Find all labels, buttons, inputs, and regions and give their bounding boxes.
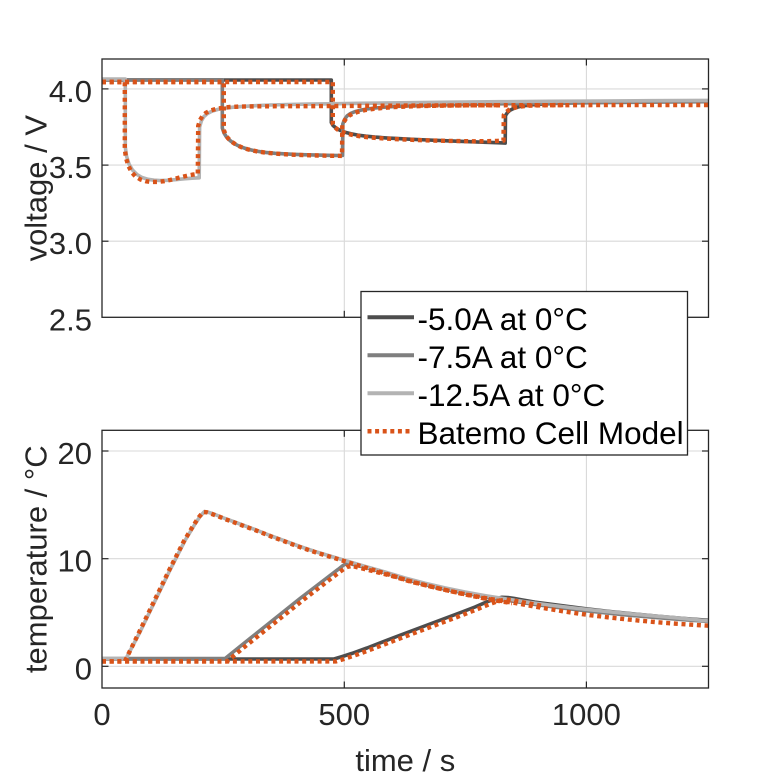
svg-text:temperature / °C: temperature / °C [19, 445, 54, 673]
svg-text:2.5: 2.5 [49, 302, 92, 337]
svg-text:voltage / V: voltage / V [19, 115, 54, 262]
svg-text:500: 500 [318, 697, 370, 732]
svg-text:-12.5A at 0°C: -12.5A at 0°C [418, 377, 606, 413]
svg-text:20: 20 [58, 436, 92, 471]
svg-text:10: 10 [58, 544, 92, 579]
svg-text:-7.5A at 0°C: -7.5A at 0°C [418, 339, 588, 375]
svg-text:0: 0 [75, 651, 92, 686]
svg-text:3.0: 3.0 [49, 226, 92, 261]
svg-text:Batemo Cell Model: Batemo Cell Model [418, 415, 684, 451]
svg-text:0: 0 [93, 697, 110, 732]
svg-text:3.5: 3.5 [49, 150, 92, 185]
svg-text:-5.0A at 0°C: -5.0A at 0°C [418, 301, 588, 337]
svg-text:4.0: 4.0 [49, 74, 92, 109]
svg-text:1000: 1000 [552, 697, 621, 732]
svg-text:time / s: time / s [355, 743, 455, 778]
